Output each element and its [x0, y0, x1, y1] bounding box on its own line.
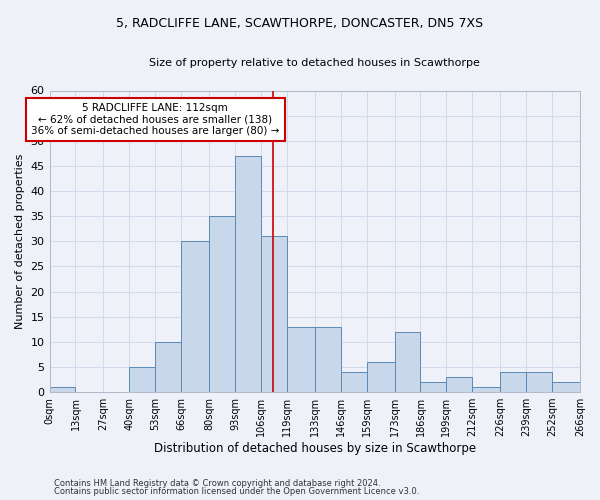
Title: Size of property relative to detached houses in Scawthorpe: Size of property relative to detached ho… — [149, 58, 480, 68]
Bar — [130, 367, 155, 392]
Text: 5, RADCLIFFE LANE, SCAWTHORPE, DONCASTER, DN5 7XS: 5, RADCLIFFE LANE, SCAWTHORPE, DONCASTER… — [116, 18, 484, 30]
Bar — [472, 387, 500, 392]
Bar — [261, 236, 287, 392]
Y-axis label: Number of detached properties: Number of detached properties — [15, 154, 25, 329]
Bar — [341, 372, 367, 392]
Text: Contains public sector information licensed under the Open Government Licence v3: Contains public sector information licen… — [54, 487, 419, 496]
Bar — [552, 382, 580, 392]
Bar — [50, 387, 76, 392]
Bar — [209, 216, 235, 392]
Bar — [287, 326, 315, 392]
Text: 5 RADCLIFFE LANE: 112sqm
← 62% of detached houses are smaller (138)
36% of semi-: 5 RADCLIFFE LANE: 112sqm ← 62% of detach… — [31, 103, 280, 136]
Bar — [446, 377, 472, 392]
Bar — [181, 242, 209, 392]
Bar — [395, 332, 421, 392]
Bar — [526, 372, 552, 392]
Bar — [367, 362, 395, 392]
Bar — [235, 156, 261, 392]
Bar — [315, 326, 341, 392]
X-axis label: Distribution of detached houses by size in Scawthorpe: Distribution of detached houses by size … — [154, 442, 476, 455]
Bar — [421, 382, 446, 392]
Bar — [155, 342, 181, 392]
Bar — [500, 372, 526, 392]
Text: Contains HM Land Registry data © Crown copyright and database right 2024.: Contains HM Land Registry data © Crown c… — [54, 478, 380, 488]
